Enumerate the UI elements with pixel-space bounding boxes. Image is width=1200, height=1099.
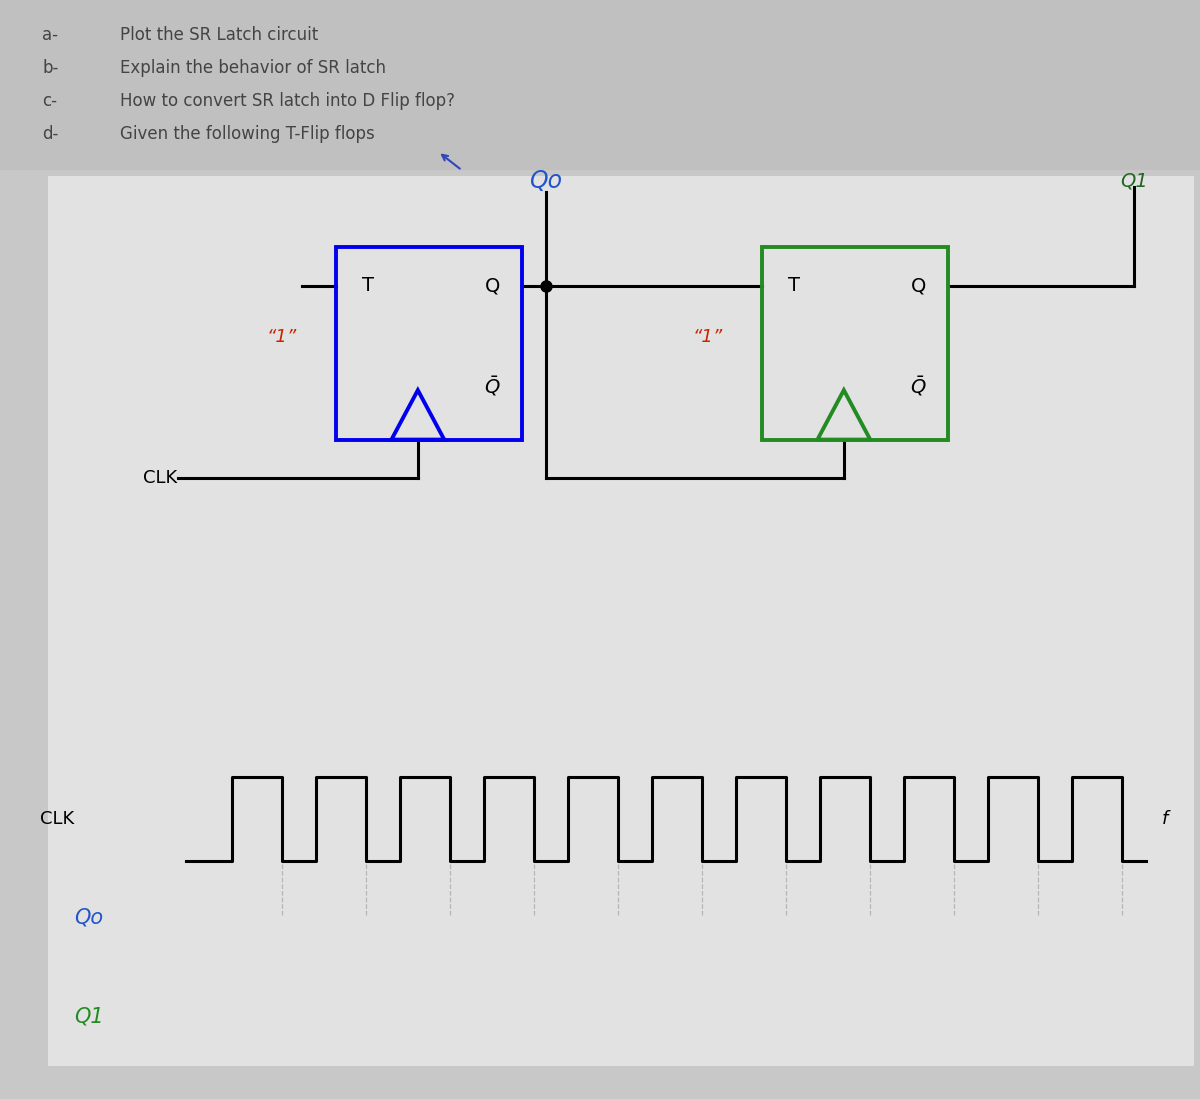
Text: “1”: “1” [692, 329, 724, 346]
Text: Q: Q [911, 276, 926, 296]
Text: T: T [788, 276, 800, 296]
Text: Plot the SR Latch circuit: Plot the SR Latch circuit [120, 26, 318, 44]
Text: $\bar{Q}$: $\bar{Q}$ [484, 374, 500, 398]
Text: f: f [1162, 810, 1168, 828]
Text: Qo: Qo [74, 908, 103, 928]
Bar [762, 247, 948, 440]
Text: Qo: Qo [529, 169, 563, 193]
Bar [336, 247, 522, 440]
Text: Q1: Q1 [74, 1007, 104, 1026]
Bar [48, 176, 1194, 1066]
Text: How to convert SR latch into D Flip flop?: How to convert SR latch into D Flip flop… [120, 92, 455, 110]
Text: “1”: “1” [266, 329, 298, 346]
Bar [0, 0, 1200, 170]
Text: $\bar{Q}$: $\bar{Q}$ [910, 374, 926, 398]
Text: Q1: Q1 [1120, 171, 1148, 191]
Text: Given the following T-Flip flops: Given the following T-Flip flops [120, 125, 374, 143]
Text: c-: c- [42, 92, 58, 110]
Text: a-: a- [42, 26, 58, 44]
Text: T: T [362, 276, 374, 296]
Text: CLK: CLK [40, 810, 74, 828]
Text: d-: d- [42, 125, 59, 143]
Text: b-: b- [42, 59, 59, 77]
Text: Explain the behavior of SR latch: Explain the behavior of SR latch [120, 59, 386, 77]
Text: CLK: CLK [143, 469, 178, 487]
Text: Q: Q [485, 276, 500, 296]
